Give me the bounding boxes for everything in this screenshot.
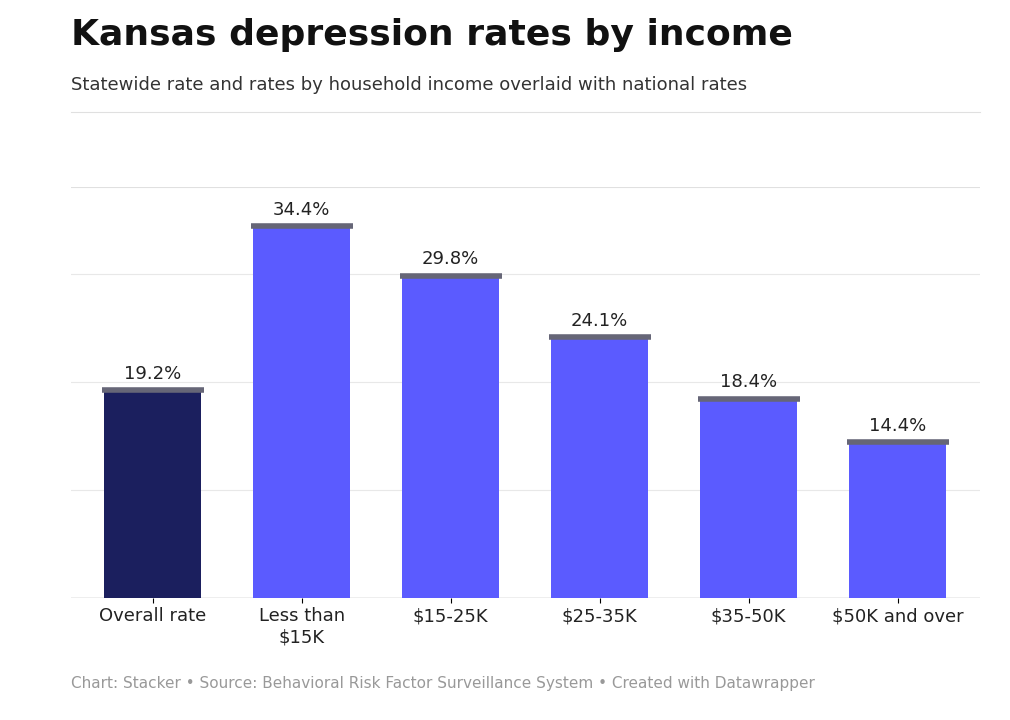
Text: 19.2%: 19.2% [124,365,181,383]
Text: 34.4%: 34.4% [273,200,330,219]
Bar [254,226,350,598]
Text: Chart: Stacker • Source: Behavioral Risk Factor Surveillance System • Created wi: Chart: Stacker • Source: Behavioral Risk… [71,676,815,691]
Text: Kansas depression rates by income: Kansas depression rates by income [71,18,793,52]
Bar [402,276,499,598]
Bar [849,442,946,598]
Text: 29.8%: 29.8% [422,251,480,269]
Bar [104,390,201,598]
Text: 18.4%: 18.4% [720,374,778,392]
Text: 14.4%: 14.4% [870,416,926,434]
Text: Statewide rate and rates by household income overlaid with national rates: Statewide rate and rates by household in… [71,76,746,94]
Bar [700,399,797,598]
Text: 24.1%: 24.1% [571,312,628,330]
Bar [551,337,648,598]
